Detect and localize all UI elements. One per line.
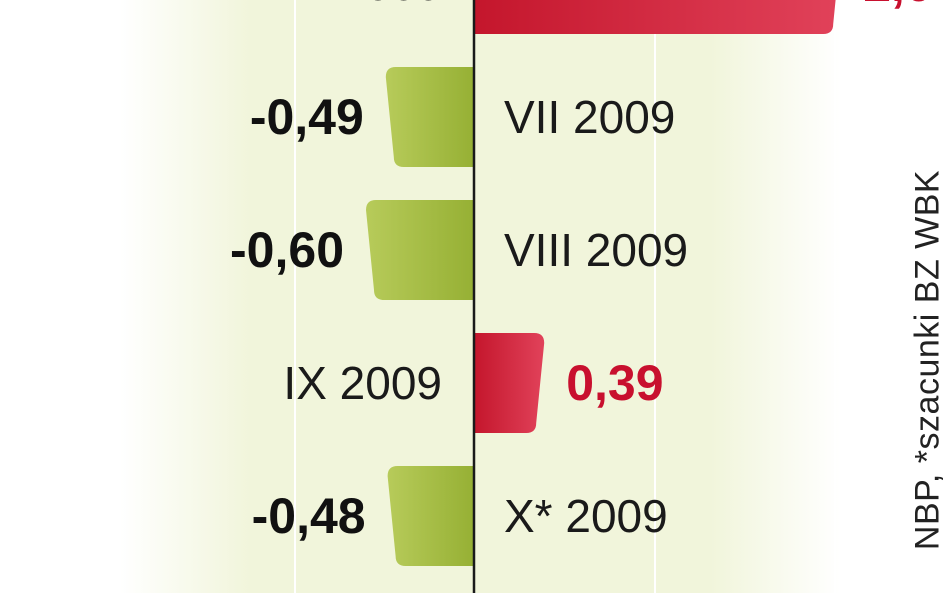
bar-3 <box>366 200 474 300</box>
source-note: NBP, *szacunki BZ WBK <box>908 169 947 551</box>
labels: 2,04 VI 2009 -0,49 VII 2009 -0,60 VIII 2009 0,… <box>230 0 948 544</box>
category-label-3: VIII 2009 <box>504 224 688 276</box>
value-label-3: -0,60 <box>230 222 344 278</box>
bar-2 <box>385 67 474 167</box>
value-label-1: 2,04 <box>863 0 948 12</box>
category-label-4: IX 2009 <box>283 357 442 409</box>
bars <box>366 0 836 566</box>
background-band <box>120 0 840 593</box>
category-label-5: X* 2009 <box>504 490 668 542</box>
bar-4 <box>474 333 545 433</box>
value-label-5: -0,48 <box>252 488 366 544</box>
category-label-2: VII 2009 <box>504 91 675 143</box>
bar-1 <box>474 0 836 34</box>
bar-5 <box>387 466 474 566</box>
category-label-1: VI 2009 <box>283 0 442 10</box>
gridlines <box>119 0 836 593</box>
value-label-4: 0,39 <box>566 355 663 411</box>
value-label-2: -0,49 <box>250 89 364 145</box>
